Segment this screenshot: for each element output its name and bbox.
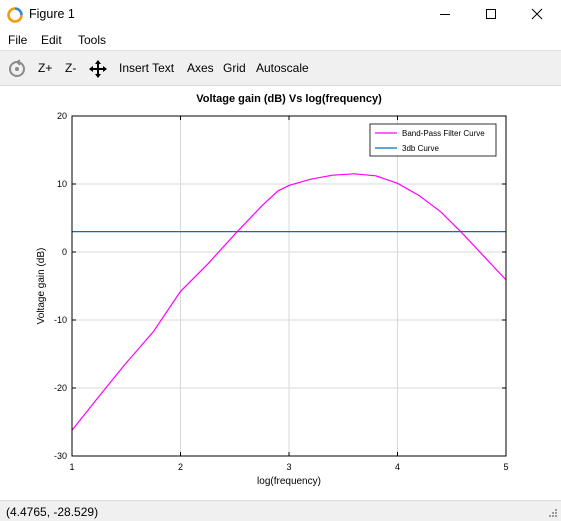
minimize-button[interactable] <box>422 0 468 28</box>
autoscale-button[interactable]: Autoscale <box>256 61 309 75</box>
menu-edit[interactable]: Edit <box>41 33 62 47</box>
status-bar: (4.4765, -28.529) <box>0 500 561 521</box>
y-tick-label: -10 <box>54 315 67 325</box>
y-tick-label: 20 <box>57 111 67 121</box>
chart-title: Voltage gain (dB) Vs log(frequency) <box>196 93 382 105</box>
maximize-button[interactable] <box>468 0 514 28</box>
x-axis-label: log(frequency) <box>257 476 321 487</box>
octave-logo-icon <box>7 7 23 23</box>
y-axis-label: Voltage gain (dB) <box>36 248 47 325</box>
axes-button[interactable]: Axes <box>187 61 214 75</box>
x-tick-label: 3 <box>286 462 291 472</box>
minimize-icon <box>440 14 450 15</box>
zoom-in-button[interactable]: Z+ <box>38 61 53 75</box>
legend-label-1: Band-Pass Filter Curve <box>402 129 485 138</box>
resize-grip-icon[interactable] <box>548 508 558 518</box>
x-tick-label: 5 <box>503 462 508 472</box>
plot-svg: 1 2 3 4 5 20 10 0 -10 -20 -30 Voltage gain (dB) Vs … <box>36 93 509 487</box>
window-title: Figure 1 <box>29 7 75 21</box>
series-line-1 <box>71 173 507 431</box>
zoom-out-button[interactable]: Z- <box>65 61 77 75</box>
close-button[interactable] <box>514 0 560 28</box>
x-tick-label: 1 <box>69 462 74 472</box>
x-tick-label: 2 <box>178 462 183 472</box>
y-tick-label: 10 <box>57 179 67 189</box>
y-tick-label: -30 <box>54 451 67 461</box>
cursor-coordinates: (4.4765, -28.529) <box>6 505 99 519</box>
legend-box <box>369 123 497 157</box>
rotate-icon[interactable] <box>7 59 27 79</box>
menu-bar: File Edit Tools <box>0 30 561 50</box>
maximize-icon <box>486 9 496 19</box>
menu-file[interactable]: File <box>8 33 28 47</box>
menu-tools[interactable]: Tools <box>78 33 107 47</box>
pan-icon[interactable] <box>88 59 108 79</box>
close-icon <box>531 8 543 20</box>
y-tick-label: -20 <box>54 383 67 393</box>
x-tick-label: 4 <box>395 462 400 472</box>
title-bar: Figure 1 <box>0 0 561 30</box>
legend-label-2: 3db Curve <box>402 144 439 153</box>
y-tick-label: 0 <box>62 247 67 257</box>
grid-button[interactable]: Grid <box>223 61 246 75</box>
toolbar: Z+ Z- Insert Text Axes Grid Autoscale <box>0 50 561 86</box>
insert-text-button[interactable]: Insert Text <box>119 61 175 75</box>
figure-canvas[interactable]: 1 2 3 4 5 20 10 0 -10 -20 -30 Voltage gain (dB) Vs … <box>0 86 561 500</box>
